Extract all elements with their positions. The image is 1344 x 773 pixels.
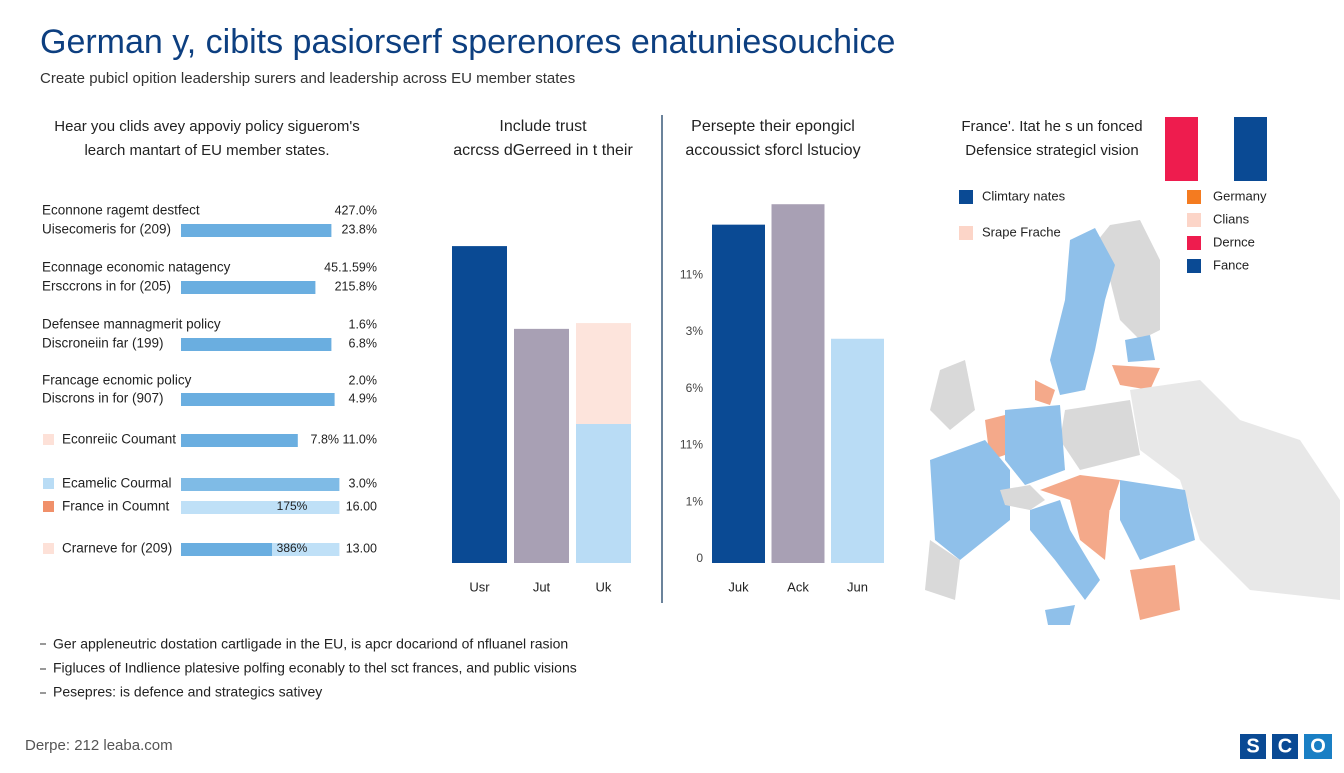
value-label: 2.0% [349,373,378,387]
row-label: Econreiic Coumant [62,432,176,447]
value-label: 23.8% [342,222,377,236]
panel-title: accoussict sforcl lstucioy [685,142,860,159]
bar [181,393,335,406]
value-label: 3.0% [349,476,378,490]
legend-swatch [43,501,54,512]
logo-box [1240,734,1266,759]
x-tick-label: Ack [787,579,809,594]
legend-label: Climtary nates [982,188,1066,203]
bar [181,434,298,447]
row-label: Ecamelic Courmal [62,476,172,491]
row-label: Uisecomeris for (209) [42,222,171,237]
row-label: Econnage economic natagency [42,260,231,275]
bar [181,478,340,491]
legend-swatch [959,190,973,204]
row-label: Ersccrons in for (205) [42,279,171,294]
value-label: 16.00 [346,499,377,513]
y-tick-label: 11% [680,267,703,281]
value-label: 215.8% [335,279,377,293]
note: Pesepres: is defence and strategics sati… [53,684,322,700]
row-label: France in Coumnt [62,499,170,514]
panel-title: Persepte their epongicl [691,118,855,135]
bar [576,423,631,563]
legend-label: Clians [1213,211,1250,226]
legend-swatch [43,478,54,489]
title: German y, cibits pasiorserf sperenores e… [40,23,895,61]
legend-label: Fance [1213,257,1249,272]
bar [514,328,569,563]
flag-part [1165,117,1198,181]
bar [831,338,884,563]
logo-letter: O [1310,735,1326,757]
value-label: 1.6% [349,317,378,331]
legend-label: Germany [1213,188,1267,203]
row-label: Discrons in for (907) [42,391,164,406]
bar [181,338,332,351]
y-tick-label: 3% [686,324,704,338]
note: Ger appleneutric dostation cartligade in… [53,636,568,652]
source: Derpe: 212 leaba.com [25,737,173,754]
legend-label: Dernce [1213,234,1255,249]
legend-swatch [1187,190,1201,204]
bar [181,501,340,514]
logo-letter: C [1278,735,1292,757]
value-label: 7.8% 11.0% [311,432,377,446]
value-label: 13.00 [346,541,377,555]
y-tick-label: 11% [680,438,703,452]
map [925,220,1340,625]
x-tick-label: Juk [728,579,749,594]
bar [181,543,273,556]
legend-swatch [959,226,973,240]
row-label: Crarneve for (209) [62,541,172,556]
panel-title: France'. Itat he s un fonced [961,118,1142,135]
bar [181,281,316,294]
legend-swatch [1187,236,1201,250]
value-label: 45.1.59% [324,260,377,274]
bar [771,204,825,564]
value-label: 6.8% [349,336,378,350]
panel-title: Hear you clids avey appoviy policy sigue… [54,118,360,135]
x-tick-label: Usr [469,579,490,594]
x-tick-label: Jut [533,579,551,594]
panel-title: Include trust [499,118,587,135]
panel-title: learch mantart of EU member states. [84,142,329,159]
subtitle: Create pubicl opition leadership surers … [40,70,575,87]
row-label: Econnone ragemt destfect [42,203,200,218]
flag-part [1234,117,1267,181]
logo-letter: S [1246,735,1259,757]
row-label: Defensee mannagmerit policy [42,317,221,332]
y-tick-label: 1% [686,494,704,508]
bar [452,246,507,563]
y-tick-label: 6% [686,381,704,395]
bar [576,323,631,424]
y-tick-label: 0 [696,551,703,565]
inner-label: 386% [277,541,308,555]
logo-box [1272,734,1298,759]
legend-swatch [43,434,54,445]
panel-title: Defensice strategicl vision [965,142,1138,159]
legend-swatch [1187,259,1201,273]
x-tick-label: Uk [596,579,612,594]
logo-box [1304,734,1332,759]
bar [712,224,765,563]
legend-label: Srape Frache [982,224,1061,239]
value-label: 4.9% [349,391,378,405]
legend-swatch [1187,213,1201,227]
x-tick-label: Jun [847,579,868,594]
value-label: 427.0% [335,203,377,217]
row-label: Francage ecnomic policy [42,373,192,388]
inner-label: 175% [277,499,308,513]
row-label: Discroneiin far (199) [42,336,164,351]
bar [181,224,332,237]
legend-swatch [43,543,54,554]
panel-title: acrcss dGerreed in t their [453,142,633,159]
bar [272,543,340,556]
note: Figluces of Indlience platesive polfing … [53,660,577,676]
